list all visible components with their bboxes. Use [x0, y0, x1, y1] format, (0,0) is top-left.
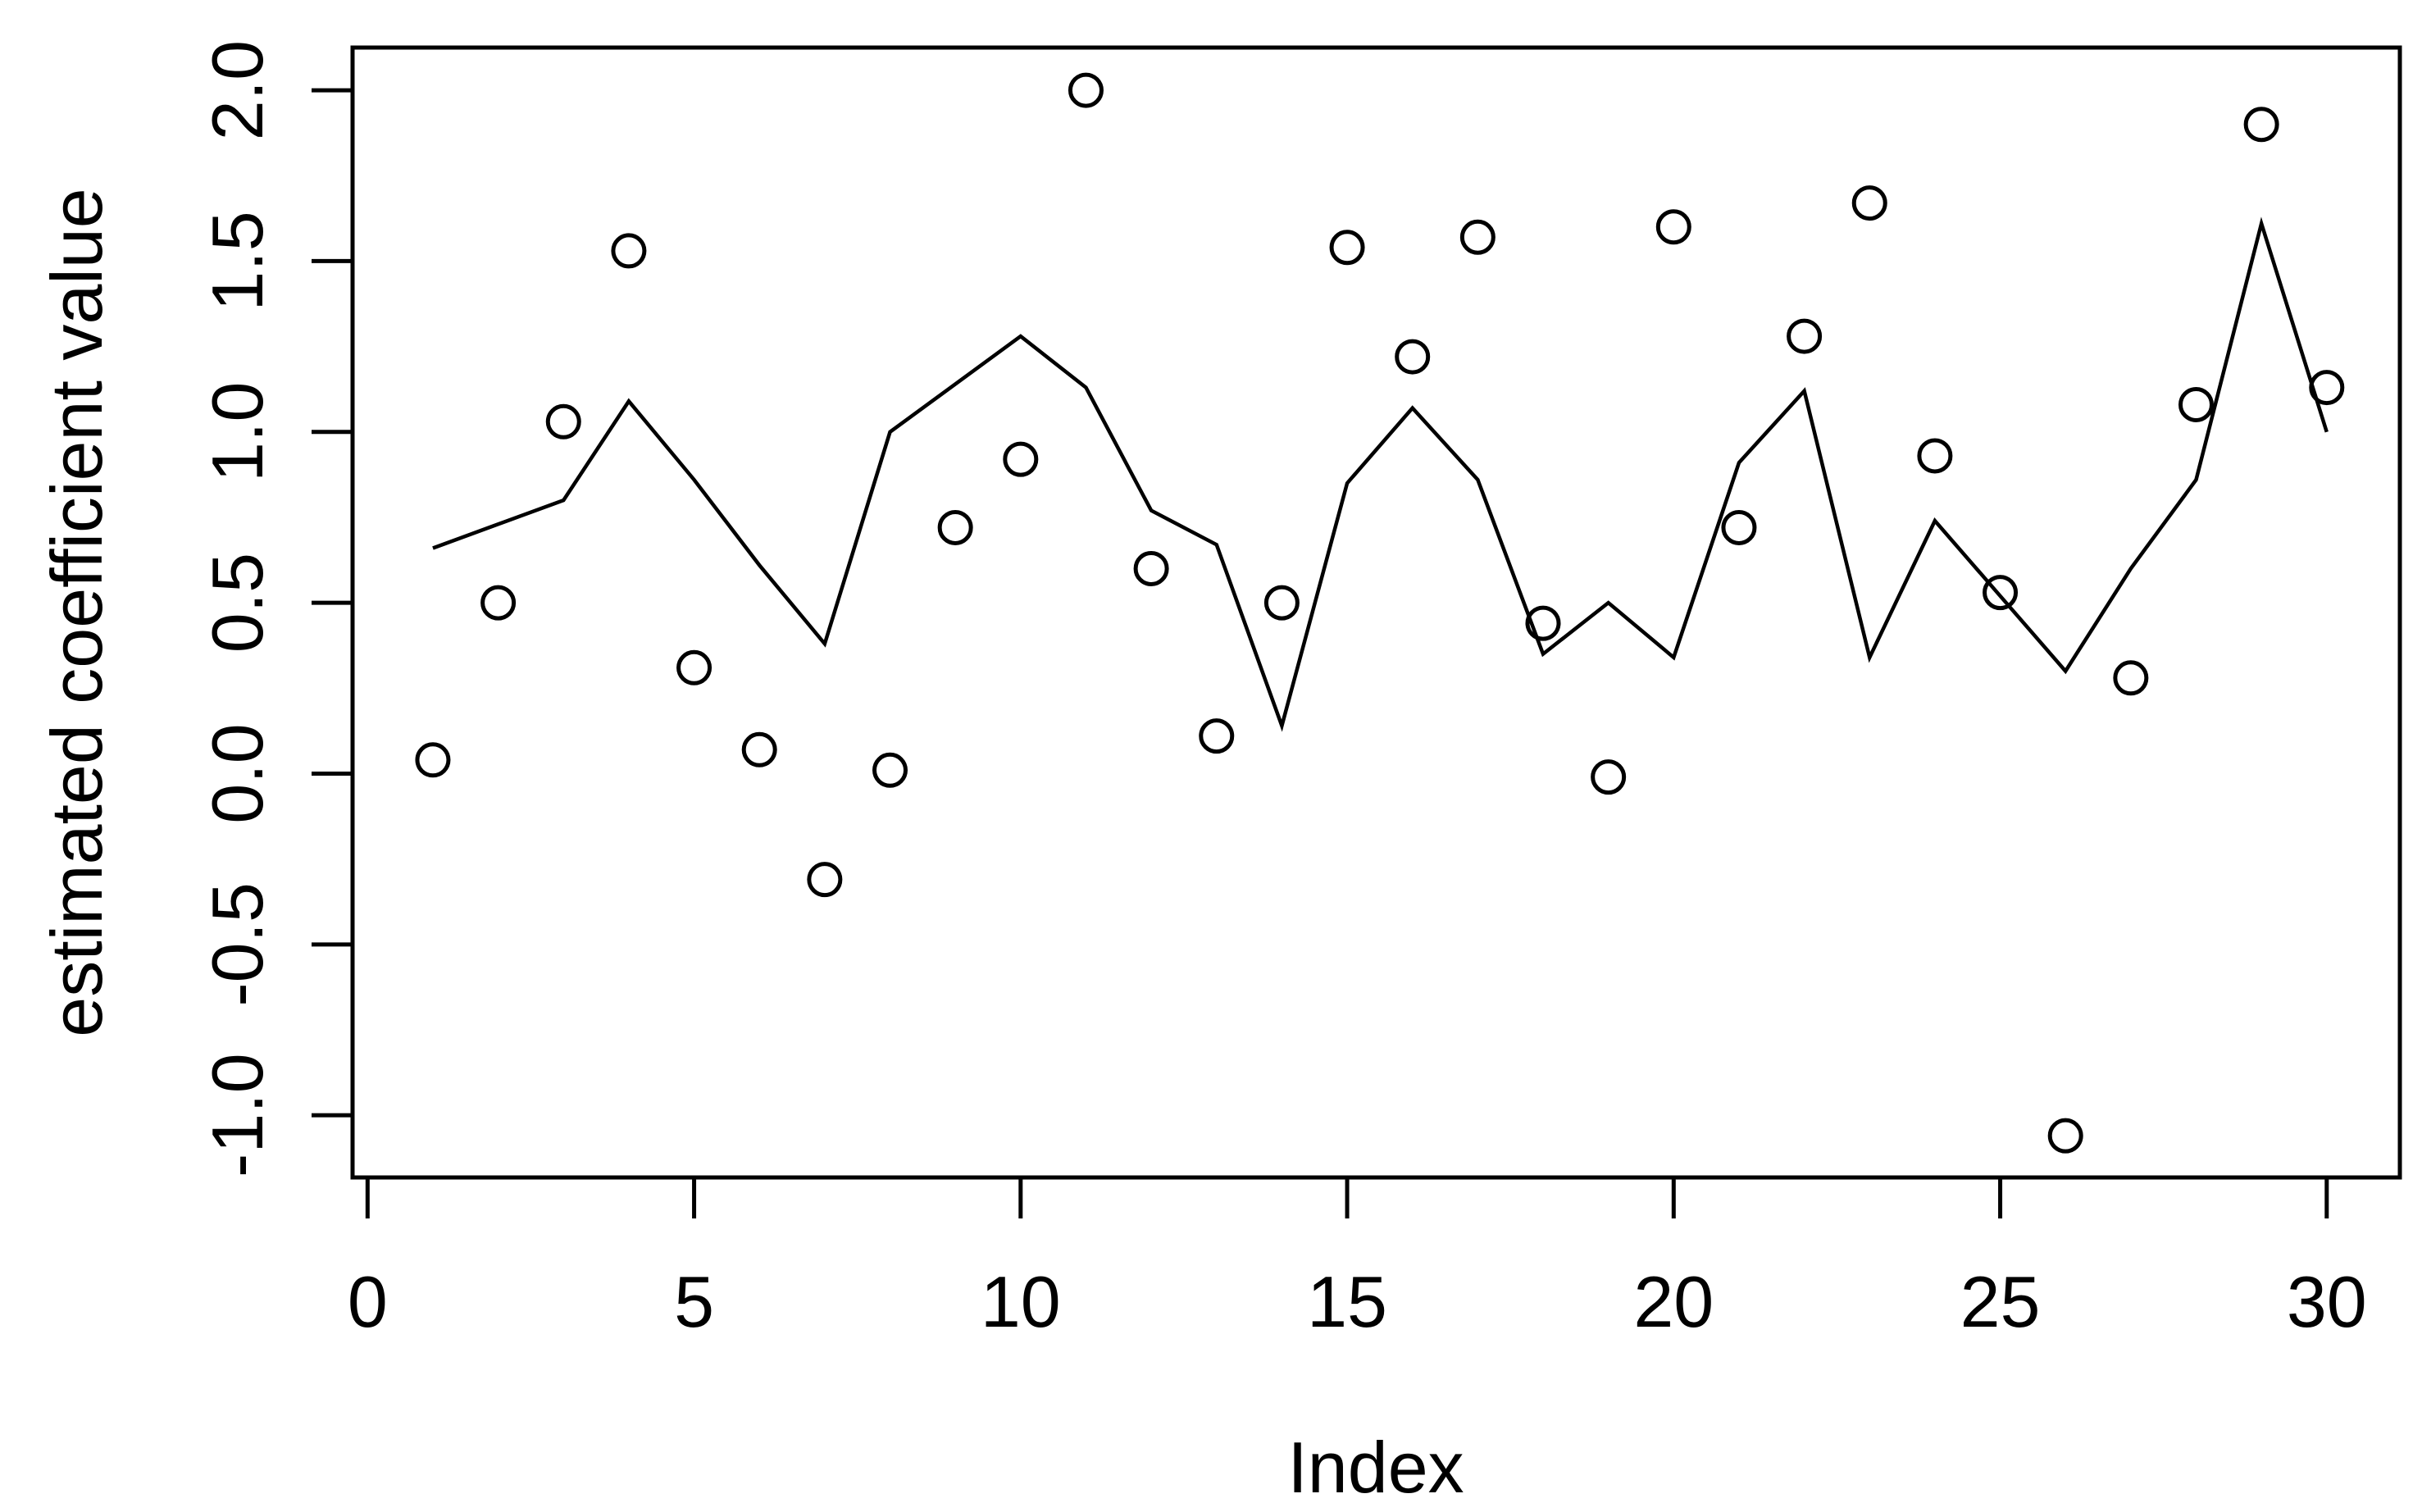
- x-tick-label: 20: [1633, 1261, 1714, 1342]
- y-axis: -1.0 -0.5 0.0 0.5 1.0 1.5 2.0: [197, 40, 353, 1177]
- data-point-marker: [2047, 1118, 2083, 1154]
- data-point-marker: [1395, 339, 1431, 375]
- data-point-marker: [1721, 509, 1757, 545]
- x-tick-label: 30: [2287, 1261, 2367, 1342]
- data-point-marker: [1525, 605, 1561, 641]
- data-point-marker: [1655, 209, 1691, 245]
- data-point-marker: [1329, 230, 1365, 266]
- data-point-marker: [1983, 575, 2019, 611]
- data-point-marker: [2243, 107, 2279, 143]
- point-series: [415, 72, 2345, 1154]
- data-point-marker: [1133, 550, 1169, 586]
- fit-line: [432, 216, 2329, 732]
- data-point-marker: [1263, 585, 1300, 621]
- data-point-marker: [415, 742, 451, 778]
- x-tick-label: 25: [1960, 1261, 2041, 1342]
- x-tick-label: 10: [981, 1261, 1061, 1342]
- x-tick-label: 5: [674, 1261, 714, 1342]
- data-point-marker: [1851, 185, 1887, 221]
- data-point-marker: [2178, 386, 2214, 422]
- plot-box: [350, 45, 2402, 1180]
- line-series: [432, 216, 2329, 732]
- data-point-marker: [1068, 72, 1104, 108]
- data-point-marker: [2113, 660, 2149, 696]
- data-point-marker: [872, 752, 908, 788]
- data-point-marker: [1787, 318, 1823, 354]
- data-point-marker: [611, 233, 647, 269]
- x-axis-title: Index: [1287, 1427, 1464, 1508]
- x-tick-label: 15: [1307, 1261, 1387, 1342]
- x-tick-label: 0: [348, 1261, 388, 1342]
- y-axis-title: estimated coefficient value: [36, 188, 117, 1036]
- data-point-marker: [1459, 219, 1496, 255]
- y-tick-label: -0.5: [197, 882, 278, 1007]
- data-point-marker: [2309, 370, 2345, 406]
- data-point-marker: [480, 585, 517, 621]
- data-point-marker: [741, 731, 777, 767]
- data-point-marker: [1199, 718, 1235, 754]
- y-tick-label: 1.5: [197, 211, 278, 311]
- data-point-marker: [1003, 441, 1039, 477]
- data-point-marker: [1917, 438, 1953, 474]
- data-point-marker: [1591, 759, 1627, 795]
- data-point-marker: [937, 509, 973, 545]
- y-tick-label: 2.0: [197, 40, 278, 140]
- y-tick-label: 0.5: [197, 553, 278, 653]
- y-tick-label: -1.0: [197, 1053, 278, 1177]
- x-axis: 0 5 10 15 20 25 30: [348, 1177, 2367, 1342]
- y-tick-label: 0.0: [197, 723, 278, 823]
- data-point-marker: [545, 403, 581, 439]
- data-point-marker: [676, 649, 712, 685]
- y-tick-label: 1.0: [197, 382, 278, 482]
- data-point-marker: [807, 862, 843, 898]
